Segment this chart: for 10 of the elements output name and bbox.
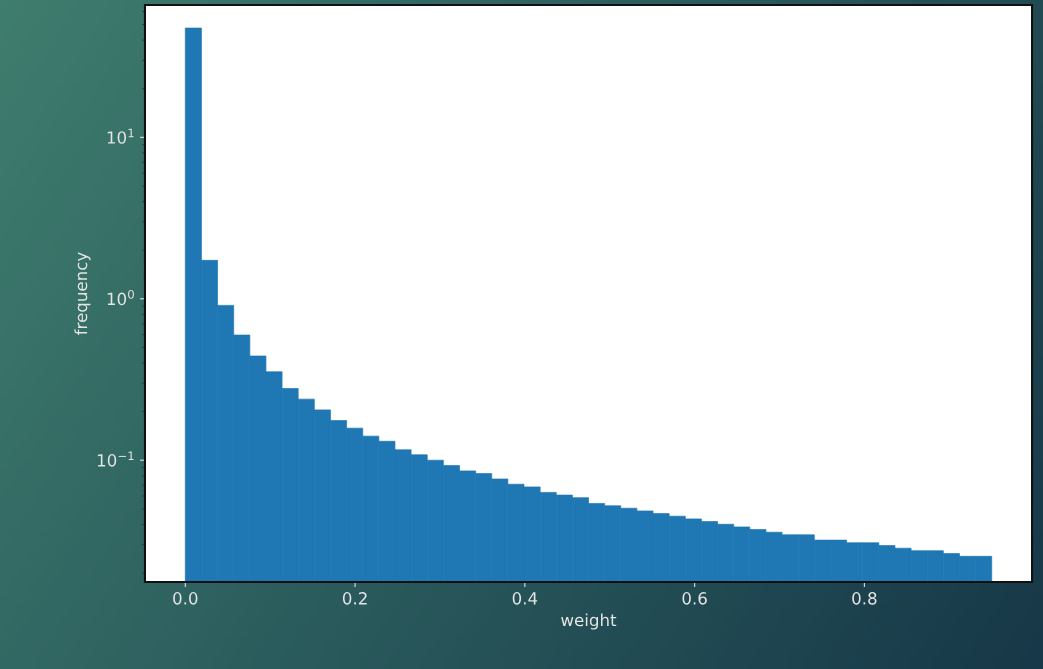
y-tick-label: 10$^{0}$: [107, 289, 134, 306]
x-tick-label: 0.2: [342, 592, 367, 605]
x-tick-label: 0.8: [852, 592, 877, 605]
x-axis-title: weight: [561, 613, 617, 630]
y-tick-label: 10$^{1}$: [107, 128, 134, 144]
y-tick-label: 10$^{−1}$: [97, 451, 134, 467]
x-tick-label: 0.6: [682, 592, 707, 605]
y-axis-title: frequency: [74, 252, 91, 335]
x-tick-label: 0.4: [512, 592, 538, 605]
x-tick-label: 0.0: [173, 592, 198, 605]
